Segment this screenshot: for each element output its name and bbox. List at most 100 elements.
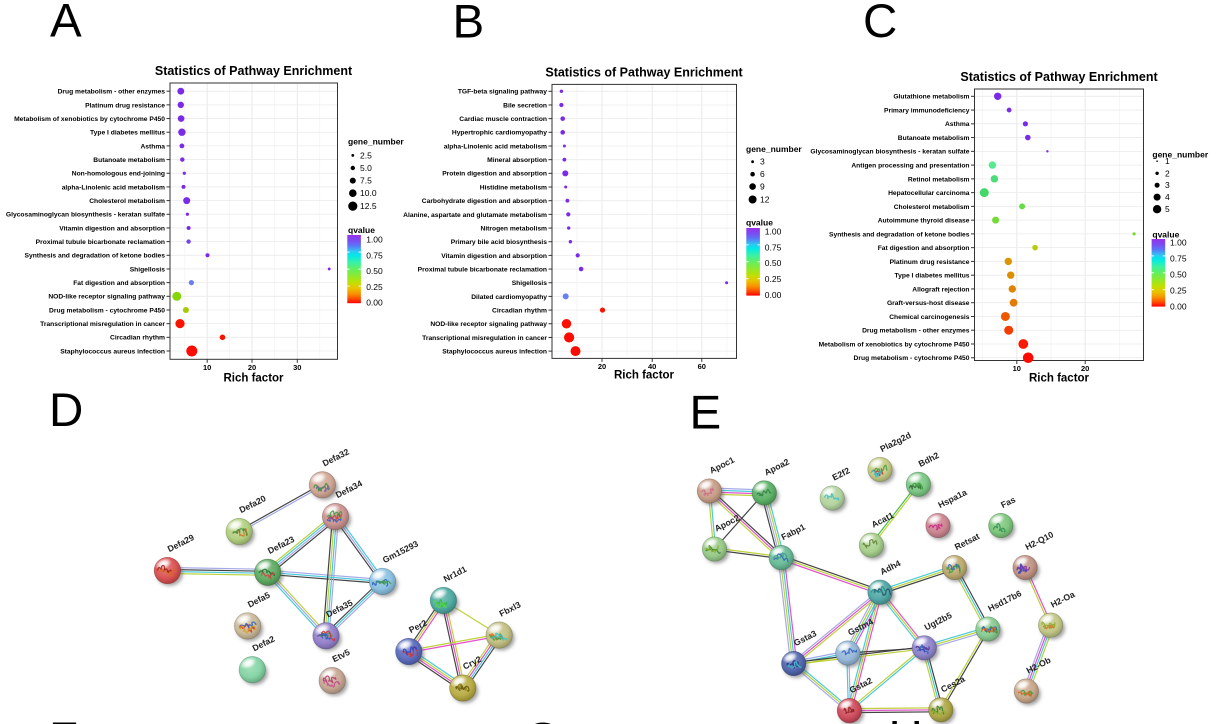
svg-text:3: 3 bbox=[1165, 180, 1170, 190]
svg-text:Vitamin digestion and absorpti: Vitamin digestion and absorption bbox=[441, 253, 547, 260]
svg-text:12: 12 bbox=[760, 195, 770, 205]
svg-text:Statistics of Pathway Enrichme: Statistics of Pathway Enrichment bbox=[545, 66, 743, 80]
svg-text:Glutathione metabolism: Glutathione metabolism bbox=[893, 94, 969, 101]
svg-text:6: 6 bbox=[760, 169, 765, 179]
svg-text:Hepatocellular carcinoma: Hepatocellular carcinoma bbox=[888, 190, 970, 197]
svg-text:Hypertrophic cardiomyopathy: Hypertrophic cardiomyopathy bbox=[452, 130, 547, 137]
svg-text:4: 4 bbox=[1165, 192, 1170, 202]
svg-text:10: 10 bbox=[203, 363, 211, 372]
svg-text:Rich factor: Rich factor bbox=[223, 372, 284, 384]
svg-text:0.00: 0.00 bbox=[765, 290, 782, 300]
svg-text:C: C bbox=[863, 0, 897, 48]
svg-text:Type I diabetes mellitus: Type I diabetes mellitus bbox=[895, 273, 970, 280]
svg-text:Nitrogen metabolism: Nitrogen metabolism bbox=[480, 225, 547, 232]
svg-text:Asthma: Asthma bbox=[140, 143, 165, 150]
svg-text:gene_number: gene_number bbox=[348, 136, 404, 146]
svg-text:Proximal tubule bicarbonate re: Proximal tubule bicarbonate reclamation bbox=[36, 239, 165, 246]
svg-text:Platinum drug resistance: Platinum drug resistance bbox=[85, 102, 165, 109]
svg-text:Histidine metabolism: Histidine metabolism bbox=[480, 184, 547, 191]
svg-text:Alanine, aspartate and glutama: Alanine, aspartate and glutamate metabol… bbox=[403, 212, 547, 219]
svg-text:3: 3 bbox=[760, 157, 765, 167]
svg-text:Primary bile acid biosynthesis: Primary bile acid biosynthesis bbox=[451, 239, 548, 246]
svg-text:2: 2 bbox=[1165, 168, 1170, 178]
svg-text:Mineral absorption: Mineral absorption bbox=[487, 157, 547, 164]
svg-text:9: 9 bbox=[760, 182, 765, 192]
svg-text:Vitamin digestion and absorpti: Vitamin digestion and absorption bbox=[59, 225, 165, 232]
svg-text:Statistics of Pathway Enrichme: Statistics of Pathway Enrichment bbox=[960, 70, 1158, 84]
svg-text:0.75: 0.75 bbox=[366, 250, 383, 260]
svg-text:NOD-like receptor signaling pa: NOD-like receptor signaling pathway bbox=[48, 294, 165, 301]
svg-text:0.00: 0.00 bbox=[1170, 301, 1187, 311]
svg-text:D: D bbox=[49, 384, 83, 437]
svg-text:Transcriptional misregulation: Transcriptional misregulation in cancer bbox=[40, 321, 165, 328]
svg-text:Circadian rhythm: Circadian rhythm bbox=[110, 335, 165, 342]
svg-text:7.5: 7.5 bbox=[360, 176, 372, 186]
svg-text:Shigellosis: Shigellosis bbox=[130, 266, 166, 273]
svg-text:Dilated cardiomyopathy: Dilated cardiomyopathy bbox=[471, 294, 547, 301]
svg-text:qvalue: qvalue bbox=[348, 225, 375, 235]
svg-text:Shigellosis: Shigellosis bbox=[512, 280, 548, 287]
svg-text:Statistics of Pathway Enrichme: Statistics of Pathway Enrichment bbox=[155, 64, 353, 78]
svg-text:Drug metabolism - cytochrome P: Drug metabolism - cytochrome P450 bbox=[854, 355, 970, 362]
svg-text:Fat digestion and absorption: Fat digestion and absorption bbox=[73, 280, 165, 287]
svg-text:0.75: 0.75 bbox=[1170, 253, 1187, 263]
svg-text:Drug metabolism - cytochrome P: Drug metabolism - cytochrome P450 bbox=[49, 307, 165, 314]
svg-text:Metabolism of xenobiotics by c: Metabolism of xenobiotics by cytochrome … bbox=[819, 341, 970, 348]
svg-text:Rich factor: Rich factor bbox=[614, 370, 675, 382]
svg-text:0.50: 0.50 bbox=[765, 258, 782, 268]
svg-text:Bile secretion: Bile secretion bbox=[503, 102, 547, 109]
svg-text:Autoimmune thyroid disease: Autoimmune thyroid disease bbox=[878, 218, 970, 225]
svg-text:Rich factor: Rich factor bbox=[1029, 372, 1090, 384]
svg-text:gene_number: gene_number bbox=[746, 144, 802, 154]
svg-text:A: A bbox=[50, 0, 82, 48]
svg-text:Platinum drug resistance: Platinum drug resistance bbox=[890, 259, 970, 266]
svg-text:10.0: 10.0 bbox=[360, 188, 377, 198]
svg-text:qvalue: qvalue bbox=[1152, 229, 1179, 239]
svg-text:2.5: 2.5 bbox=[360, 150, 372, 160]
svg-text:30: 30 bbox=[293, 363, 301, 372]
svg-text:Protein digestion and absorpti: Protein digestion and absorption bbox=[442, 171, 547, 178]
svg-text:0.25: 0.25 bbox=[366, 282, 383, 292]
svg-text:Allograft rejection: Allograft rejection bbox=[912, 286, 969, 293]
svg-text:Circadian rhythm: Circadian rhythm bbox=[492, 307, 547, 314]
svg-text:Metabolism of xenobiotics by c: Metabolism of xenobiotics by cytochrome … bbox=[14, 116, 165, 123]
svg-text:Butanoate metabolism: Butanoate metabolism bbox=[93, 157, 165, 164]
svg-text:12.5: 12.5 bbox=[360, 201, 377, 211]
svg-text:Graft-versus-host disease: Graft-versus-host disease bbox=[887, 300, 970, 307]
svg-text:0.00: 0.00 bbox=[366, 298, 383, 308]
svg-text:0.50: 0.50 bbox=[1170, 269, 1187, 279]
svg-text:Glycosaminoglycan biosynthesis: Glycosaminoglycan biosynthesis - keratan… bbox=[6, 212, 165, 219]
svg-text:qvalue: qvalue bbox=[746, 218, 773, 228]
svg-text:B: B bbox=[453, 0, 485, 48]
svg-text:1.00: 1.00 bbox=[1170, 237, 1187, 247]
svg-text:Primary immunodeficiency: Primary immunodeficiency bbox=[884, 107, 970, 114]
svg-text:0.75: 0.75 bbox=[765, 242, 782, 252]
svg-text:1.00: 1.00 bbox=[366, 235, 383, 245]
svg-text:10: 10 bbox=[1013, 364, 1021, 373]
svg-text:Antigen processing and present: Antigen processing and presentation bbox=[851, 163, 969, 170]
svg-text:1.00: 1.00 bbox=[765, 227, 782, 237]
svg-text:Retinol metabolism: Retinol metabolism bbox=[908, 176, 970, 183]
svg-text:Cholesterol metabolism: Cholesterol metabolism bbox=[894, 204, 970, 211]
svg-text:Butanoate metabolism: Butanoate metabolism bbox=[898, 135, 970, 142]
svg-text:Type I diabetes mellitus: Type I diabetes mellitus bbox=[90, 130, 165, 137]
svg-text:40: 40 bbox=[648, 362, 656, 371]
svg-text:5.0: 5.0 bbox=[360, 163, 372, 173]
svg-text:Glycosaminoglycan biosynthesis: Glycosaminoglycan biosynthesis - keratan… bbox=[810, 149, 969, 156]
svg-text:60: 60 bbox=[698, 362, 706, 371]
svg-text:Transcriptional misregulation: Transcriptional misregulation in cancer bbox=[422, 335, 547, 342]
svg-text:alpha-Linolenic acid metabolis: alpha-Linolenic acid metabolism bbox=[62, 184, 165, 191]
svg-text:F: F bbox=[49, 713, 78, 724]
svg-text:0.25: 0.25 bbox=[765, 274, 782, 284]
svg-text:20: 20 bbox=[248, 363, 256, 372]
svg-text:Synthesis and degradation of k: Synthesis and degradation of ketone bodi… bbox=[25, 253, 166, 260]
svg-text:H: H bbox=[889, 712, 923, 724]
svg-text:Fat digestion and absorption: Fat digestion and absorption bbox=[878, 245, 970, 252]
svg-text:1: 1 bbox=[1165, 156, 1170, 166]
svg-text:TGF-beta signaling pathway: TGF-beta signaling pathway bbox=[458, 89, 547, 96]
svg-text:G: G bbox=[524, 714, 561, 724]
svg-text:alpha-Linolenic acid metabolis: alpha-Linolenic acid metabolism bbox=[444, 143, 547, 150]
svg-text:5: 5 bbox=[1165, 204, 1170, 214]
svg-text:Synthesis and degradation of k: Synthesis and degradation of ketone bodi… bbox=[829, 231, 970, 238]
svg-text:Drug metabolism - other enzyme: Drug metabolism - other enzymes bbox=[58, 89, 166, 96]
